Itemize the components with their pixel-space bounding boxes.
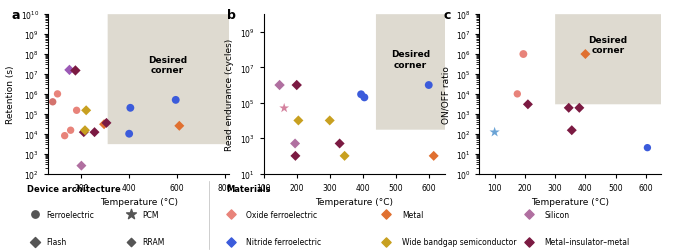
Text: Silicon: Silicon — [545, 210, 569, 219]
Point — [489, 131, 500, 135]
Point — [171, 99, 182, 103]
Text: PCM: PCM — [142, 210, 159, 219]
Point — [339, 154, 350, 158]
Text: Device architecture: Device architecture — [27, 184, 121, 193]
Point — [563, 106, 574, 110]
Point — [89, 131, 100, 135]
Point — [293, 119, 304, 123]
Text: Flash: Flash — [47, 237, 67, 246]
Text: Desired
corner: Desired corner — [391, 50, 430, 69]
Point — [642, 146, 653, 150]
Point — [79, 129, 90, 133]
Point — [174, 124, 185, 128]
Point — [101, 121, 112, 125]
Point — [47, 100, 58, 104]
Point — [81, 109, 92, 113]
Point — [188, 123, 199, 127]
X-axis label: Temperature (°C): Temperature (°C) — [100, 197, 177, 206]
Point — [279, 107, 290, 111]
Text: a: a — [12, 9, 20, 22]
Point — [125, 106, 136, 110]
Text: Metal: Metal — [402, 210, 423, 219]
Point — [428, 154, 439, 158]
Y-axis label: ON/OFF ratio: ON/OFF ratio — [441, 66, 450, 123]
FancyBboxPatch shape — [376, 15, 445, 130]
Point — [566, 129, 577, 133]
Point — [484, 123, 495, 127]
FancyBboxPatch shape — [108, 15, 229, 145]
Point — [512, 92, 523, 97]
Text: Desired
corner: Desired corner — [588, 36, 627, 55]
Text: RRAM: RRAM — [142, 237, 165, 246]
Point — [71, 109, 82, 113]
Point — [423, 84, 434, 88]
Point — [64, 69, 75, 73]
Point — [334, 142, 345, 146]
Text: b: b — [227, 9, 236, 22]
Y-axis label: Read endurance (cycles): Read endurance (cycles) — [225, 39, 234, 150]
Point — [580, 53, 591, 57]
X-axis label: Temperature (°C): Temperature (°C) — [532, 197, 609, 206]
Point — [59, 134, 70, 138]
Point — [124, 132, 135, 136]
Y-axis label: Retention (s): Retention (s) — [6, 65, 15, 124]
Point — [574, 106, 585, 110]
Point — [523, 103, 534, 107]
Point — [290, 142, 301, 146]
Point — [76, 164, 87, 168]
Text: Desired
corner: Desired corner — [148, 55, 187, 75]
Point — [356, 93, 366, 97]
Point — [99, 123, 110, 127]
X-axis label: Temperature (°C): Temperature (°C) — [316, 197, 393, 206]
Point — [359, 96, 370, 100]
Point — [324, 119, 335, 123]
FancyBboxPatch shape — [555, 15, 661, 105]
Point — [65, 129, 76, 133]
Text: c: c — [443, 9, 451, 22]
Text: Oxide ferroelectric: Oxide ferroelectric — [246, 210, 317, 219]
Point — [290, 154, 301, 158]
Point — [70, 69, 81, 73]
Text: Wide bandgap semiconductor: Wide bandgap semiconductor — [402, 237, 516, 246]
Point — [78, 131, 89, 135]
Text: Nitride ferroelectric: Nitride ferroelectric — [246, 237, 321, 246]
Text: Metal–insulator–metal: Metal–insulator–metal — [545, 237, 630, 246]
Point — [274, 84, 285, 88]
Point — [518, 53, 529, 57]
Text: Ferroelectric: Ferroelectric — [47, 210, 95, 219]
Point — [52, 92, 63, 97]
Text: Materials: Materials — [226, 184, 271, 193]
Point — [291, 84, 302, 88]
